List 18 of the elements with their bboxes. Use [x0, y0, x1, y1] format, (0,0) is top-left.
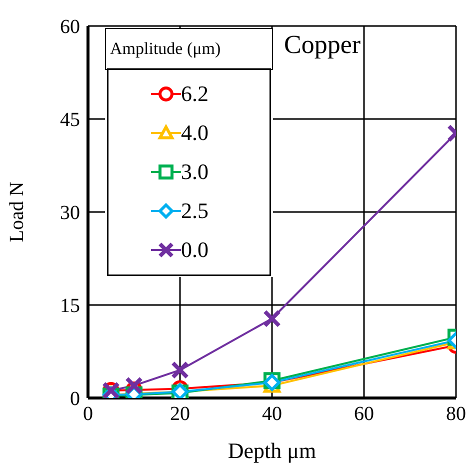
- x-axis-title: Depth μm: [228, 438, 316, 463]
- y-tick-label: 30: [60, 202, 80, 224]
- y-tick-label: 15: [60, 295, 80, 318]
- x-tick-label: 20: [170, 403, 190, 426]
- legend-label: 0.0: [181, 236, 208, 262]
- y-axis-title: Load N: [6, 182, 28, 242]
- x-tick-label: 40: [262, 403, 282, 426]
- y-tick-label: 60: [60, 16, 80, 38]
- legend-label: 6.2: [181, 80, 208, 106]
- legend-title: Amplitude (μm): [105, 28, 273, 70]
- y-tick-label: 0: [70, 388, 80, 410]
- x-tick-label: 60: [354, 403, 374, 426]
- x-tick-label: 80: [446, 403, 466, 426]
- legend-label: 2.5: [181, 198, 208, 224]
- annotation: Copper: [284, 30, 361, 60]
- y-tick-label: 45: [60, 109, 80, 132]
- legend-label: 4.0: [181, 120, 208, 146]
- legend-label: 3.0: [181, 158, 208, 184]
